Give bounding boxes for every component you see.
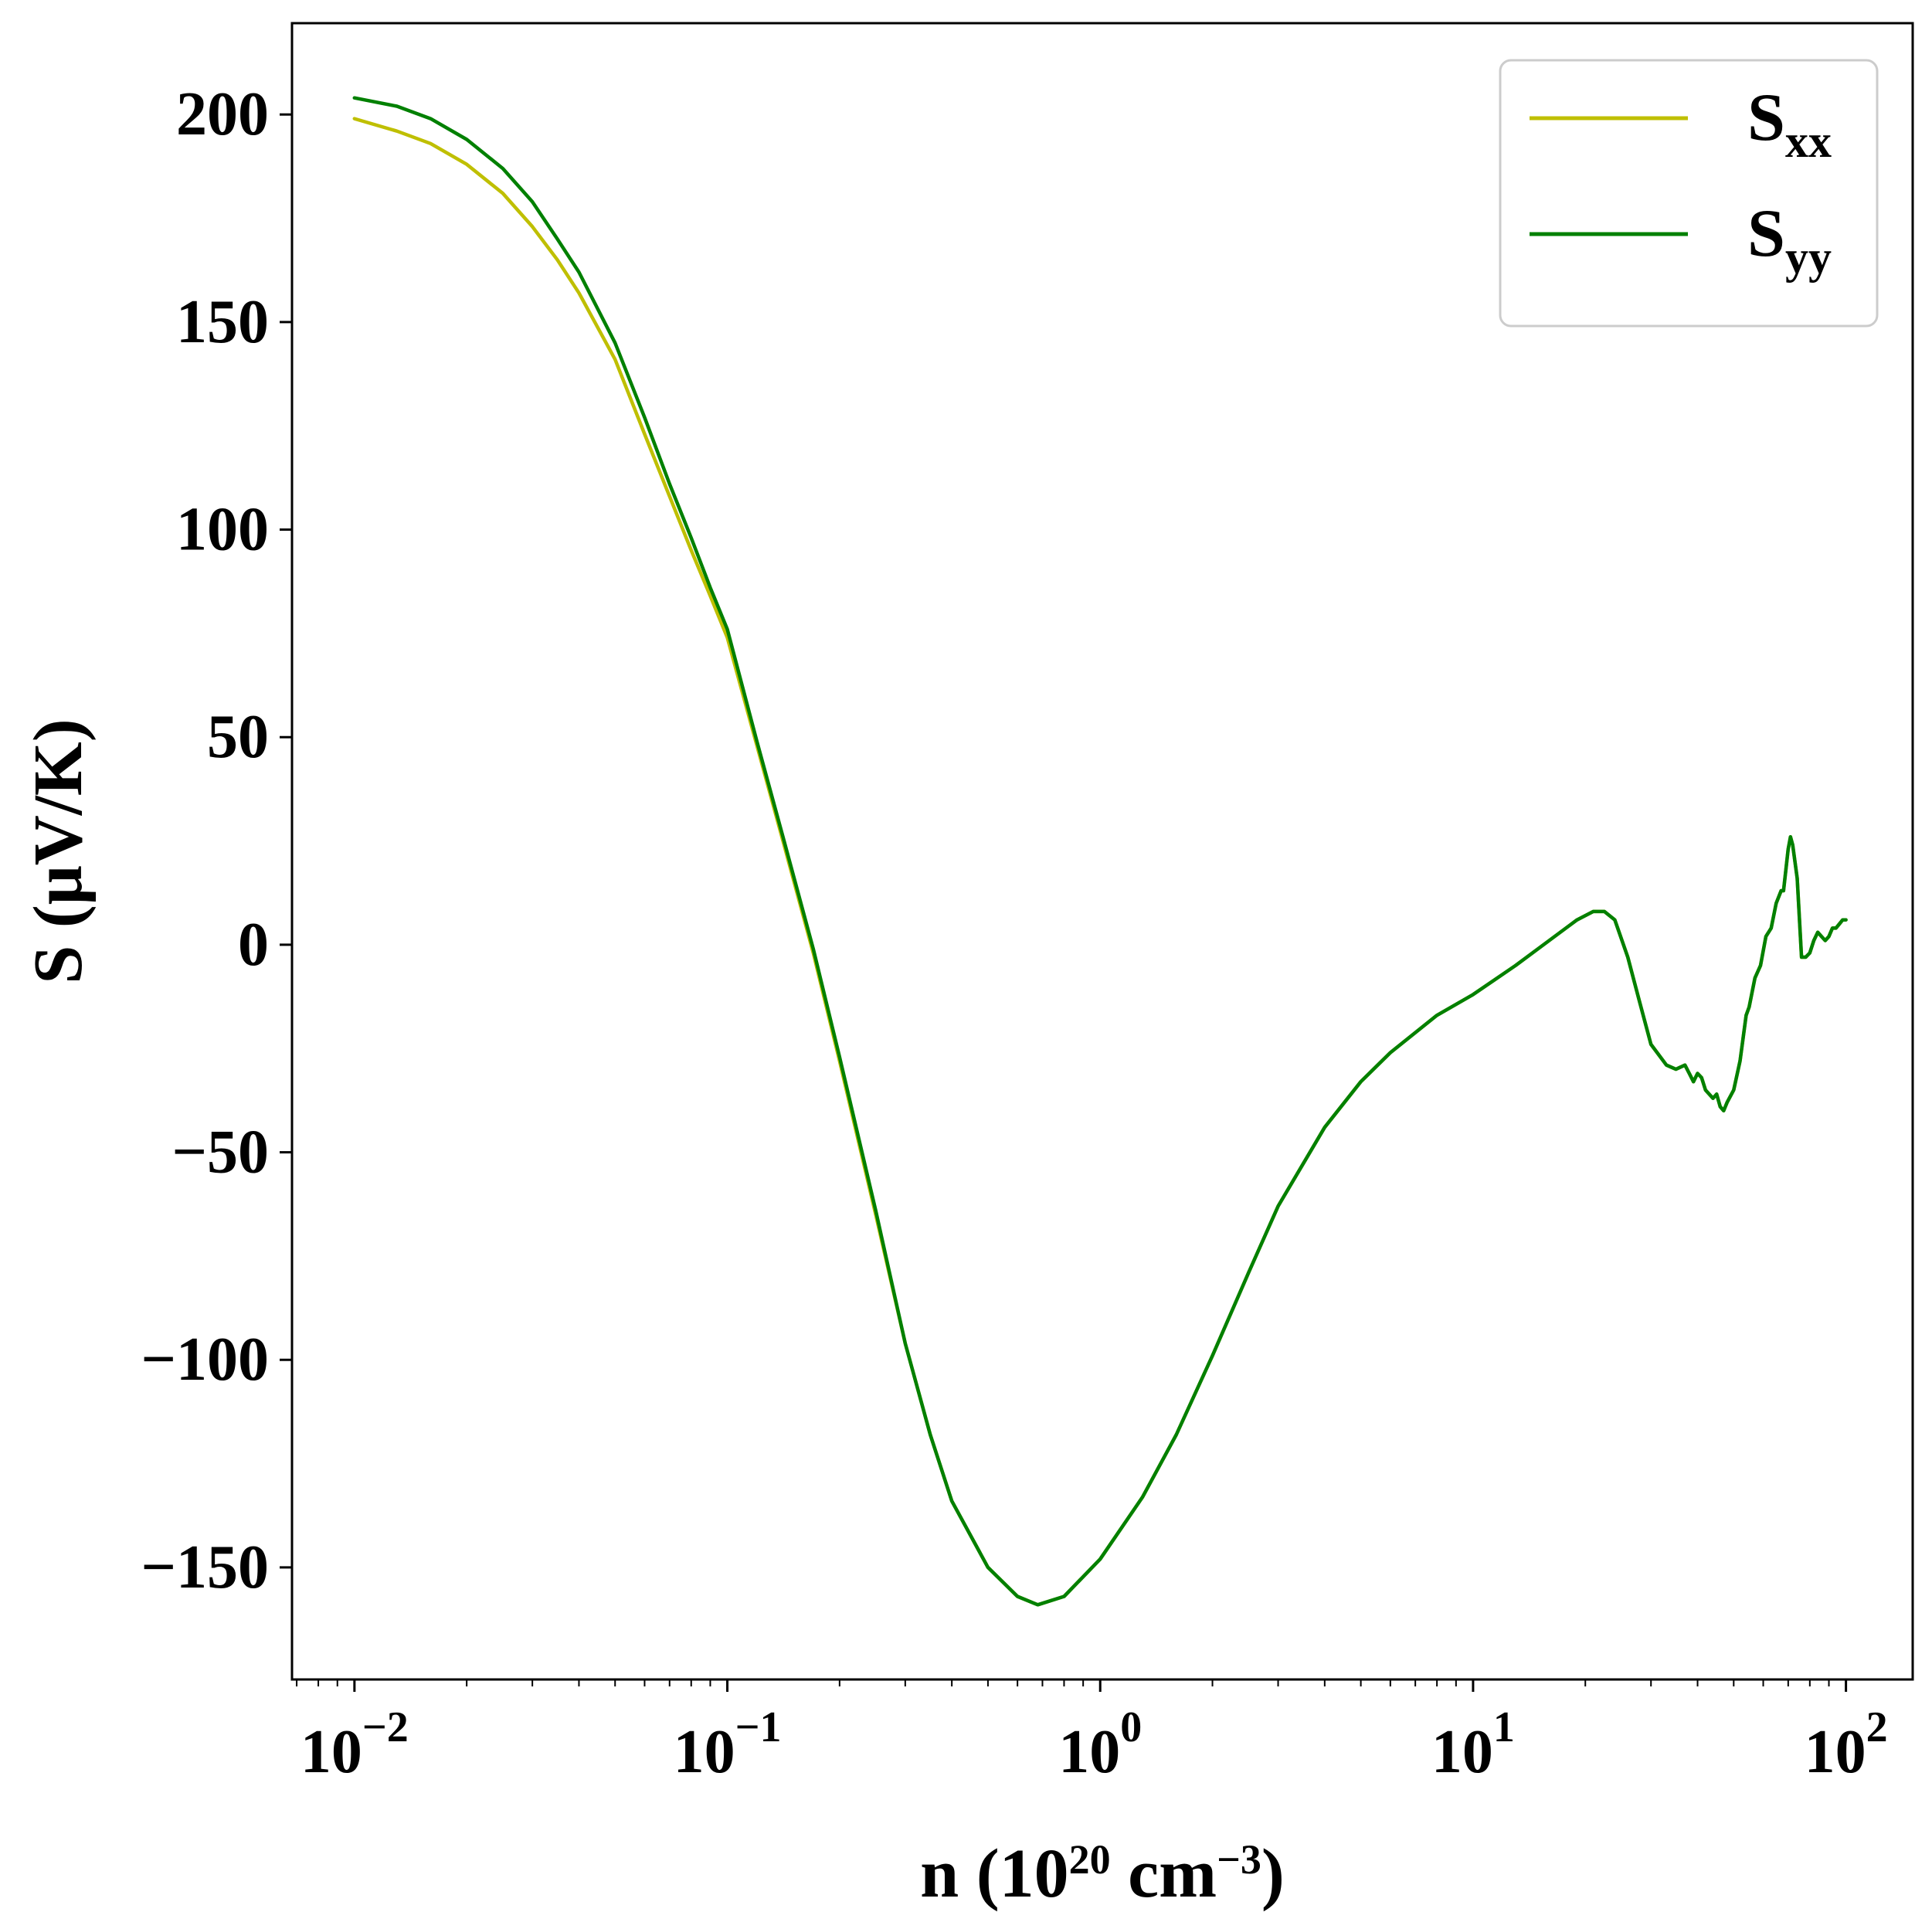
x-tick-label: 10−2 [300,1703,409,1786]
legend-label-Syy: Syy [1747,196,1832,283]
legend: Sxx Syy [1499,59,1879,328]
y-tick-label: 0 [238,911,269,979]
x-axis-label-sup1: 20 [1069,1836,1111,1883]
series-layer [352,96,1848,1607]
y-tick-label: 100 [176,496,269,564]
y-tick-label: 50 [207,703,269,771]
x-axis-label-prefix: n (10 [920,1836,1069,1912]
x-tick-label: 100 [1058,1703,1142,1786]
y-tick-label: 150 [176,288,269,356]
plot-frame [290,22,1914,1681]
series-line-Syy [352,96,1848,1607]
y-tick-label: −100 [141,1326,269,1394]
ticks-layer: 200 150 100 50 0 −50 −100 −150 10−2 10−1 100 101 102 [141,80,1887,1786]
legend-box [1499,59,1879,328]
y-tick-label: −150 [141,1533,269,1601]
x-axis-label: n (1020 cm−3) [920,1836,1285,1912]
y-tick-label: 200 [176,80,269,148]
x-tick-label: 101 [1431,1703,1515,1786]
y-axis-label: S (μV/K) [20,718,97,984]
legend-label-Sxx: Sxx [1747,80,1832,167]
x-tick-label: 10−1 [674,1703,782,1786]
x-axis-label-suffix: ) [1261,1836,1285,1912]
x-tick-label: 102 [1805,1703,1888,1786]
y-tick-label: −50 [171,1119,269,1187]
x-axis-label-sup2: −3 [1217,1836,1261,1883]
x-axis-label-mid: cm [1111,1836,1217,1912]
